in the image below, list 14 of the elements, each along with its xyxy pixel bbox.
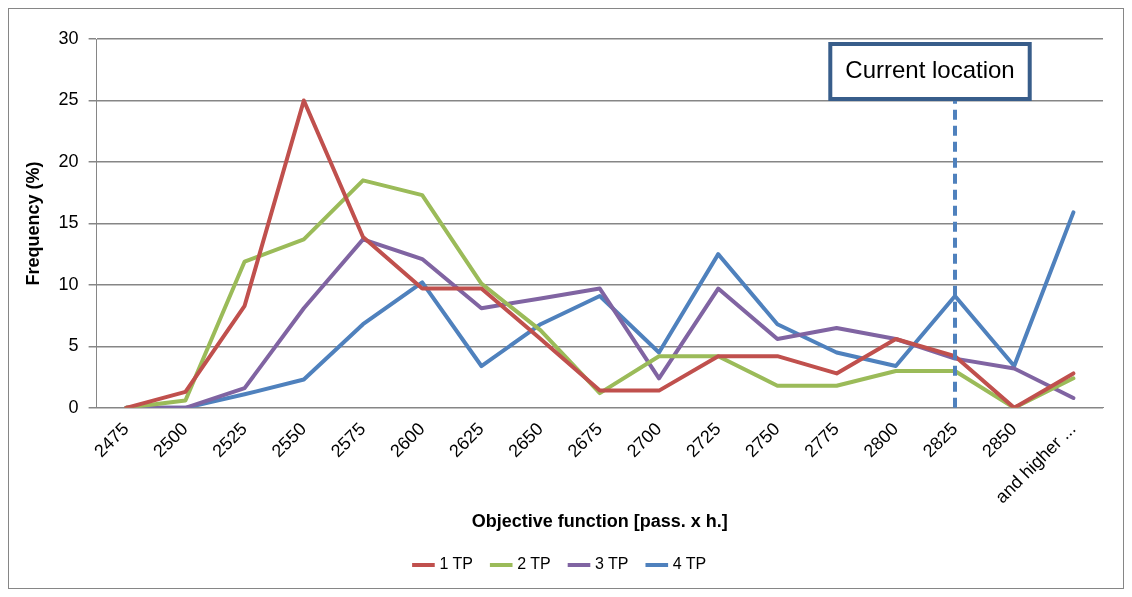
y-tick-label: 5 bbox=[68, 335, 79, 356]
legend-label: 2 TP bbox=[517, 555, 551, 573]
y-tick-label: 15 bbox=[58, 212, 79, 233]
y-tick-label: 0 bbox=[68, 396, 79, 417]
y-tick-label: 25 bbox=[58, 89, 79, 110]
legend-label: 4 TP bbox=[672, 555, 707, 573]
legend-label: 3 TP bbox=[595, 555, 629, 573]
y-tick-label: 30 bbox=[58, 27, 79, 48]
x-axis-title: Objective function [pass. x h.] bbox=[471, 511, 728, 532]
y-tick-label: 10 bbox=[58, 273, 79, 294]
y-tick-label: 20 bbox=[58, 150, 79, 171]
y-axis-title: Frequency (%) bbox=[22, 161, 43, 286]
legend-label: 1 TP bbox=[439, 555, 473, 573]
ref-line-label: Current location bbox=[845, 56, 1015, 84]
